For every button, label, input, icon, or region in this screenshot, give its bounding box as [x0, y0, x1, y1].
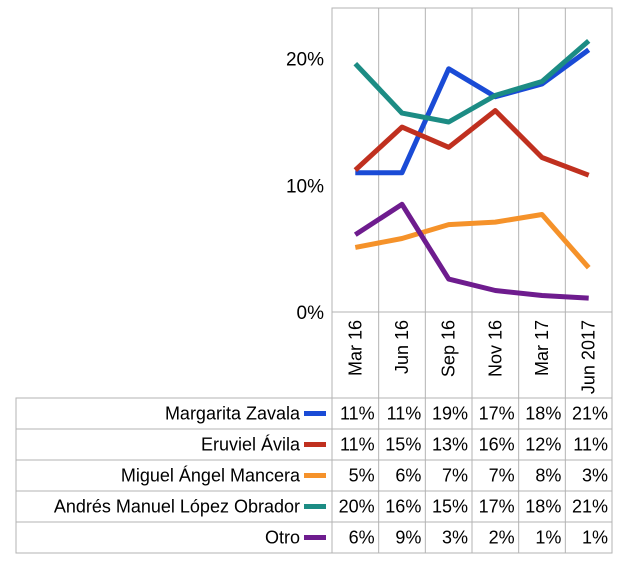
y-tick-label: 0%	[297, 303, 325, 324]
x-category-label: Nov 16	[485, 320, 505, 377]
table-cell-value: 16%	[385, 497, 421, 517]
series-name-label: Margarita Zavala	[165, 404, 301, 424]
table-cell-value: 17%	[479, 404, 515, 424]
table-cell-value: 9%	[395, 528, 421, 548]
series-name-label: Andrés Manuel López Obrador	[54, 497, 300, 517]
table-cell-value: 16%	[479, 435, 515, 455]
table-cell-value: 6%	[349, 528, 375, 548]
table-cell-value: 11%	[573, 435, 608, 455]
table-cell-value: 17%	[479, 497, 515, 517]
x-category-label: Jun 2017	[579, 320, 599, 394]
series-lines	[353, 39, 591, 301]
table-cell-value: 11%	[340, 435, 375, 455]
x-category-label: Sep 16	[439, 320, 459, 377]
table-cell-value: 7%	[442, 466, 468, 486]
vertical-gridlines	[331, 8, 613, 398]
table-cell-value: 12%	[525, 435, 561, 455]
x-category-label: Mar 16	[345, 320, 365, 376]
table-cell-value: 1%	[582, 528, 608, 548]
series-line	[353, 108, 590, 178]
table-cell-value: 7%	[489, 466, 515, 486]
series-line	[354, 212, 591, 270]
series-name-label: Miguel Ángel Mancera	[121, 466, 301, 486]
y-axis: 0% 10% 20%	[286, 50, 324, 324]
table-cell-value: 20%	[339, 497, 375, 517]
table-cell-value: 8%	[535, 466, 561, 486]
table-cell-value: 18%	[525, 404, 561, 424]
data-table: Margarita Zavala 11% 11% 19% 17% 18% 21% Eruvie…	[15, 397, 613, 554]
table-cell-value: 21%	[572, 404, 608, 424]
series-line	[353, 39, 591, 125]
legend-swatch	[304, 411, 326, 416]
x-category-label: Mar 17	[532, 320, 552, 376]
table-cell-value: 18%	[525, 497, 561, 517]
table-cell-value: 1%	[535, 528, 561, 548]
table-cell-value: 5%	[349, 466, 375, 486]
table-cell-value: 21%	[572, 497, 608, 517]
table-cell-value: 15%	[385, 435, 421, 455]
table-cell-value: 11%	[387, 404, 422, 424]
series-name-label: Eruviel Ávila	[201, 435, 301, 455]
legend-swatch	[304, 473, 326, 478]
legend-swatch	[304, 535, 326, 540]
table-cell-value: 13%	[432, 435, 468, 455]
table-cell-value: 3%	[442, 528, 468, 548]
y-tick-label: 10%	[286, 176, 324, 197]
table-cell-value: 6%	[395, 466, 421, 486]
series-line	[355, 47, 591, 176]
legend-swatch	[304, 442, 326, 447]
table-cell-value: 19%	[432, 404, 468, 424]
y-tick-label: 20%	[286, 50, 324, 71]
table-cell-value: 2%	[489, 528, 515, 548]
x-axis-category-labels: Mar 16 Jun 16 Sep 16 Nov 16 Mar 17 Jun 2017	[345, 320, 598, 394]
series-name-label: Otro	[265, 528, 300, 548]
x-category-label: Jun 16	[392, 320, 412, 374]
legend-swatch	[304, 504, 326, 509]
table-cell-value: 11%	[340, 404, 375, 424]
table-cell-value: 15%	[432, 497, 468, 517]
table-cell-value: 3%	[582, 466, 608, 486]
series-line	[353, 201, 589, 301]
